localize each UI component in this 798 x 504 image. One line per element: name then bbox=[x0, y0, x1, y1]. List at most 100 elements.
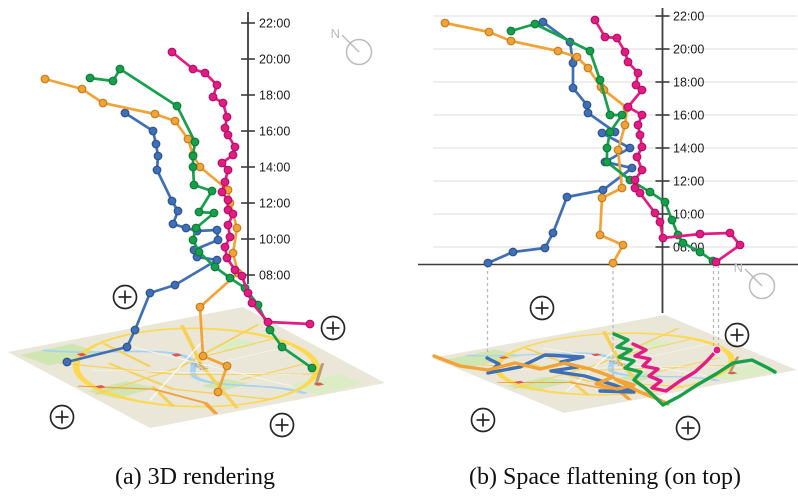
flattened-trajectory-magenta bbox=[631, 342, 719, 393]
zoom-in-button[interactable] bbox=[112, 284, 138, 310]
trajectory-point-green bbox=[210, 262, 220, 272]
trajectory-point-green bbox=[277, 342, 287, 352]
trajectory-point-orange bbox=[40, 74, 50, 84]
trajectory-point-orange bbox=[222, 361, 232, 371]
map-basemap bbox=[8, 307, 385, 428]
north-indicator: N bbox=[331, 26, 373, 66]
trajectory-point-green bbox=[188, 162, 198, 172]
north-indicator: N bbox=[734, 260, 776, 300]
trajectory-point-magenta bbox=[637, 110, 647, 120]
trajectory-point-blue bbox=[167, 196, 177, 206]
trajectory-point-orange bbox=[597, 193, 607, 203]
trajectory-point-orange bbox=[440, 18, 450, 28]
axis-tick-label: 10:00 bbox=[673, 208, 704, 222]
zoom-in-button[interactable] bbox=[320, 315, 346, 341]
trajectory-point-magenta bbox=[630, 175, 640, 185]
trajectory-point-blue bbox=[212, 225, 222, 235]
caption-panel-a: (a) 3D rendering bbox=[115, 464, 275, 490]
trajectory-point-blue bbox=[181, 223, 191, 233]
trajectory-point-magenta bbox=[220, 177, 230, 187]
axis-tick-label: 10:00 bbox=[259, 233, 290, 247]
zoom-button-circle bbox=[675, 415, 701, 441]
trajectory-point-blue bbox=[153, 151, 163, 161]
trajectory-point-magenta bbox=[188, 64, 198, 74]
trajectory-point-magenta bbox=[633, 68, 643, 78]
trajectory-point-green bbox=[506, 26, 516, 36]
trajectory-point-green bbox=[209, 208, 219, 218]
flattened-trajectory-orange bbox=[432, 354, 670, 406]
panel-b: 22:0020:0018:0016:0014:0012:0010:0008:00… bbox=[418, 8, 798, 441]
zoom-in-button[interactable] bbox=[724, 322, 750, 348]
trajectory-point-magenta bbox=[305, 319, 315, 329]
zoom-button-circle bbox=[320, 315, 346, 341]
trajectory-point-magenta bbox=[217, 187, 227, 197]
trajectory-point-magenta bbox=[725, 228, 735, 238]
trajectory-point-magenta bbox=[223, 220, 233, 230]
trajectory-point-magenta bbox=[711, 257, 721, 267]
trajectory-point-magenta bbox=[218, 98, 228, 108]
trajectory-point-magenta bbox=[217, 158, 227, 168]
trajectory-point-blue bbox=[562, 192, 572, 202]
trajectory-point-blue bbox=[582, 100, 592, 110]
trajectory-point-green bbox=[188, 235, 198, 245]
trajectory-point-blue bbox=[568, 58, 578, 68]
trajectory-point-orange bbox=[617, 183, 627, 193]
trajectory-point-magenta bbox=[223, 165, 233, 175]
trajectory-point-orange bbox=[620, 120, 630, 130]
flattened-endpoint-magenta bbox=[712, 345, 722, 355]
trajectory-point-blue bbox=[548, 228, 558, 238]
zoom-button-circle bbox=[112, 284, 138, 310]
trajectory-point-magenta bbox=[650, 208, 660, 218]
trajectory-point-green bbox=[207, 186, 217, 196]
trajectory-point-green bbox=[645, 187, 655, 197]
zoom-in-button[interactable] bbox=[470, 407, 496, 433]
trajectory-point-orange bbox=[572, 52, 582, 62]
trajectory-point-green bbox=[189, 180, 199, 190]
axis-tick-label: 20:00 bbox=[259, 53, 290, 67]
trajectory-point-magenta bbox=[633, 120, 643, 130]
zoom-in-button[interactable] bbox=[675, 415, 701, 441]
trajectory-point-green bbox=[191, 223, 201, 233]
trajectory-point-magenta bbox=[635, 188, 645, 198]
trajectory-point-magenta bbox=[243, 288, 253, 298]
axis-tick-label: 12:00 bbox=[673, 175, 704, 189]
trajectory-point-magenta bbox=[230, 265, 240, 275]
axis-tick-label: 16:00 bbox=[259, 125, 290, 139]
zoom-button-circle bbox=[724, 322, 750, 348]
north-icon-label: N bbox=[331, 26, 340, 41]
trajectory-point-blue bbox=[130, 325, 140, 335]
zoom-in-button[interactable] bbox=[49, 404, 75, 430]
trajectory-point-green bbox=[530, 19, 540, 29]
axis-tick-label: 14:00 bbox=[673, 142, 704, 156]
axis-tick-label: 14:00 bbox=[259, 161, 290, 175]
trajectory-point-magenta bbox=[658, 233, 668, 243]
axis-tick-label: 16:00 bbox=[673, 109, 704, 123]
trajectory-point-blue bbox=[483, 258, 493, 268]
trajectory-point-orange bbox=[613, 145, 623, 155]
caption-panel-b: (b) Space flattening (on top) bbox=[469, 464, 741, 490]
trajectory-point-orange bbox=[232, 223, 242, 233]
axis-tick-label: 20:00 bbox=[673, 43, 704, 57]
trajectory-point-orange bbox=[484, 27, 494, 37]
trajectory-point-green bbox=[225, 273, 235, 283]
trajectory-line-magenta bbox=[170, 50, 312, 326]
trajectory-point-orange bbox=[98, 98, 108, 108]
trajectory-point-orange bbox=[213, 387, 223, 397]
axis-tick-label: 18:00 bbox=[673, 76, 704, 90]
trajectory-point-orange bbox=[150, 109, 160, 119]
trajectory-point-orange bbox=[77, 84, 87, 94]
trajectory-point-magenta bbox=[247, 298, 257, 308]
trajectory-point-green bbox=[585, 46, 595, 56]
trajectory-point-blue bbox=[170, 280, 180, 290]
zoom-in-button[interactable] bbox=[269, 412, 295, 438]
trajectory-point-magenta bbox=[200, 68, 210, 78]
trajectory-point-blue bbox=[627, 163, 637, 173]
trajectory-point-orange bbox=[618, 240, 628, 250]
zoom-in-button[interactable] bbox=[529, 295, 555, 321]
trajectory-point-magenta bbox=[637, 142, 647, 152]
trajectory-point-orange bbox=[583, 63, 593, 73]
trajectory-point-magenta bbox=[263, 317, 273, 327]
trajectory-point-magenta bbox=[632, 152, 642, 162]
trajectory-point-orange bbox=[506, 36, 516, 46]
